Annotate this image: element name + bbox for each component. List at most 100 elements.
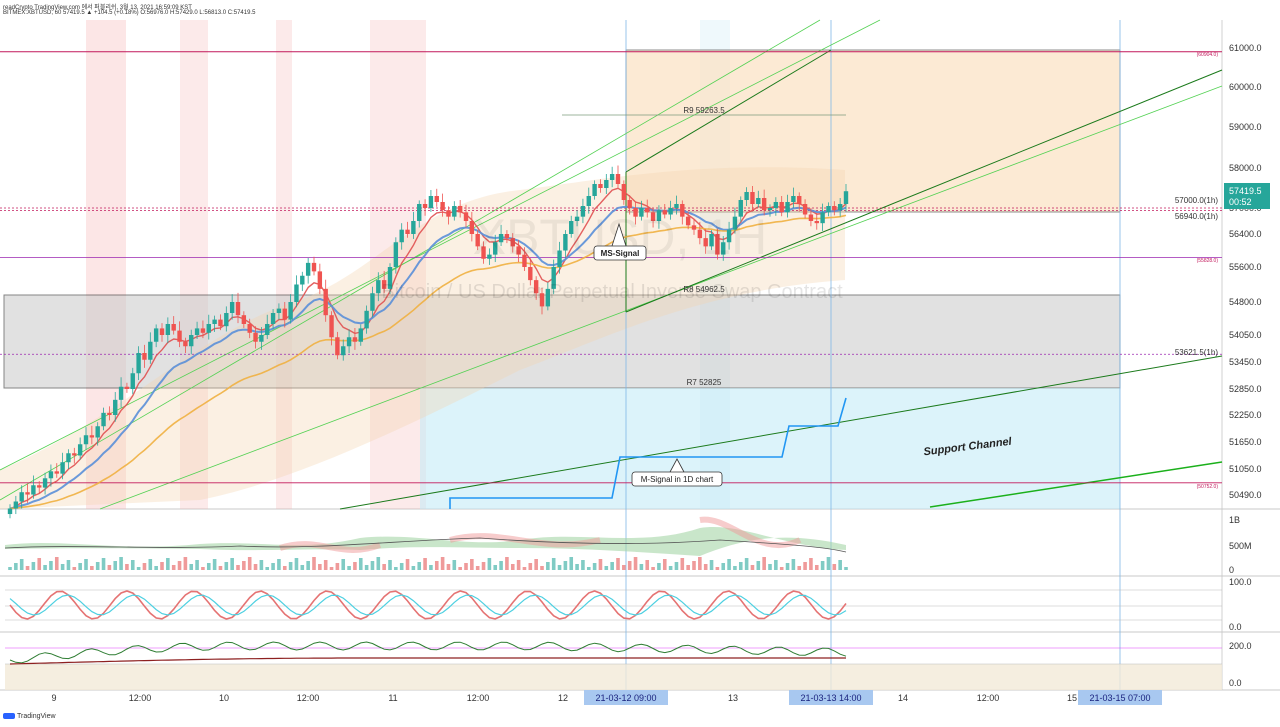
volume-bar	[733, 566, 737, 570]
volume-bar	[218, 566, 223, 570]
volume-bar	[510, 564, 515, 570]
candle-body	[376, 280, 381, 294]
moving-average-line	[9, 187, 847, 510]
candle-body	[662, 210, 667, 215]
volume-bar	[668, 566, 673, 570]
obv-pane	[5, 647, 1222, 690]
candle-body	[656, 210, 662, 221]
volume-bar	[90, 566, 94, 570]
stochastic-pane	[5, 589, 1222, 621]
volume-bar	[358, 558, 363, 570]
volume-bar	[546, 562, 550, 570]
volume-bar	[294, 558, 299, 570]
volume-bar	[189, 564, 194, 570]
candle-body	[142, 353, 147, 360]
candle-body	[826, 206, 831, 213]
volume-bar	[206, 563, 211, 570]
candle-body	[680, 204, 685, 217]
volume-bar	[434, 561, 439, 570]
volume-bar	[797, 566, 802, 570]
candle-body	[352, 337, 358, 342]
candle-body	[744, 192, 749, 200]
candle-body	[756, 198, 761, 204]
y-tick-label: 51050.0	[1229, 464, 1262, 474]
volume-bar	[586, 567, 591, 570]
volume-bar	[662, 559, 667, 570]
volume-bar	[25, 566, 30, 570]
candle-body	[247, 324, 252, 333]
obv-line	[9, 641, 847, 664]
volume-bar	[364, 565, 369, 570]
candle-body	[785, 202, 790, 213]
volume-bar	[212, 559, 217, 570]
y-tick-label: 61000.0	[1229, 43, 1262, 53]
x-tick-14: 14	[898, 693, 908, 703]
candle-body	[113, 399, 118, 415]
candle-body	[218, 319, 223, 327]
candle-body	[130, 373, 135, 389]
volume-bar	[505, 557, 509, 570]
candle-body	[13, 501, 19, 509]
volume-axis: 1B 500M 0	[1229, 515, 1252, 575]
candle-body	[586, 196, 591, 206]
candle-body	[580, 206, 586, 217]
volume-bar	[750, 565, 755, 570]
candle-body	[89, 435, 95, 438]
candle-body	[335, 337, 340, 356]
candle-body	[721, 242, 726, 255]
volume-bar	[8, 567, 12, 570]
volume-bar	[265, 567, 270, 570]
pivot-labels: R9 59263.5 R8 54962.5 R7 52825	[562, 106, 846, 387]
volume-bar	[312, 557, 316, 570]
stoch-axis-100: 100.0	[1229, 577, 1252, 587]
candle-body	[761, 198, 767, 211]
volume-bar	[78, 563, 82, 570]
candle-body	[405, 229, 410, 234]
volume-bar	[247, 557, 252, 570]
volume-bar	[335, 563, 340, 570]
volume-bar	[820, 561, 825, 570]
volume-bar	[727, 559, 731, 570]
volume-bar	[481, 562, 486, 570]
price-axis[interactable]: 61000.060000.059000.058000.057000.056400…	[1229, 43, 1262, 500]
candle-body	[820, 212, 825, 224]
candle-body	[574, 216, 580, 221]
volume-bar	[60, 564, 65, 570]
candle-body	[317, 271, 323, 289]
x-tick-9: 9	[51, 693, 56, 703]
tradingview-logo[interactable]: TradingView	[3, 713, 56, 720]
volume-bar	[791, 559, 796, 570]
volume-bar	[253, 564, 258, 570]
candle-body	[48, 471, 54, 479]
volume-bar	[19, 559, 24, 570]
candle-body	[633, 208, 638, 217]
x-tick-12: 12	[558, 693, 568, 703]
volume-bar	[417, 562, 422, 570]
candle-body	[750, 192, 755, 204]
m-signal-callout: M-Signal in 1D chart	[631, 458, 723, 487]
candle-body	[510, 238, 515, 247]
volume-bar	[341, 559, 346, 570]
candle-body	[165, 324, 171, 335]
time-axis[interactable]: 9 12:00 10 12:00 11 12:00 12 13 14 12:00…	[51, 690, 1162, 705]
candle-body	[311, 262, 317, 272]
candle-body	[288, 302, 293, 320]
volume-bar	[493, 565, 498, 570]
volume-bar	[148, 559, 153, 570]
candle-body	[709, 234, 714, 247]
candle-body	[224, 313, 229, 327]
candle-body	[767, 208, 773, 211]
volume-bar	[101, 558, 106, 570]
volume-bar	[399, 563, 404, 570]
volume-bar	[446, 564, 451, 570]
candle-body	[194, 328, 200, 335]
candle-body	[200, 328, 206, 333]
y-tick-label: 60000.0	[1229, 82, 1262, 92]
volume-bar	[569, 557, 574, 570]
candle-body	[475, 234, 480, 247]
header-symbol-ohlc: BITMEX:XBTUSD, 60 57419.5 ▲ +104.5 (+0.1…	[3, 10, 256, 16]
x-tick-13: 13	[728, 693, 738, 703]
volume-bar	[95, 562, 100, 570]
candle-body	[294, 284, 299, 302]
